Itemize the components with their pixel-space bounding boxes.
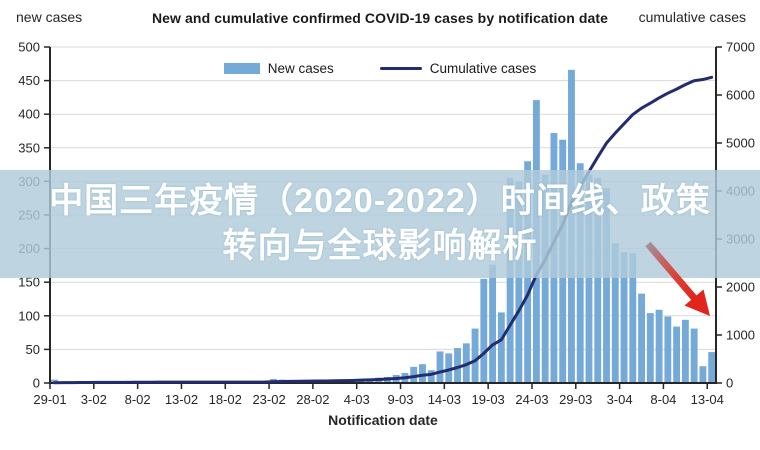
bar-day-73 [690,328,698,383]
bar-day-44 [436,351,444,383]
x-tick-14-03: 14-03 [428,392,461,407]
legend-label-cumulative-cases: Cumulative cases [429,61,537,76]
legend-item-cumulative-cases: Cumulative cases [379,61,537,76]
bar-day-69 [655,309,663,383]
x-tick-29-01: 29-01 [33,392,66,407]
x-tick-13-02: 13-02 [165,392,198,407]
legend-item-new-cases: New cases [223,61,334,76]
bar-day-46 [454,348,461,383]
x-tick-19-03: 19-03 [472,392,505,407]
right-axis-corner-label: cumulative cases [638,9,746,25]
bar-day-51 [497,312,505,383]
right-tick-7000: 7000 [726,40,755,55]
right-tick-6000: 6000 [726,88,755,103]
red-arrow-head [684,289,710,316]
legend: New cases Cumulative cases [0,61,760,76]
left-tick-450: 450 [18,73,40,88]
bar-day-62 [594,178,602,383]
left-axis-corner-label: new cases [16,9,83,25]
x-tick-3-04: 3-04 [607,392,633,407]
bar-day-53 [515,181,523,383]
bar-day-45 [445,353,453,383]
x-tick-28-02: 28-02 [296,392,329,407]
cumulative-cases-line-swatch-icon [379,66,422,71]
left-tick-100: 100 [18,308,40,323]
bar-day-52 [506,178,514,383]
bar-day-41 [410,366,418,383]
bar-day-48 [471,328,479,383]
bar-day-65 [620,251,628,383]
right-tick-0: 0 [726,376,733,391]
new-cases-swatch-icon [223,63,260,74]
left-tick-150: 150 [18,275,40,290]
x-tick-8-04: 8-04 [650,392,676,407]
bar-day-42 [419,364,426,383]
x-tick-4-03: 4-03 [344,392,370,407]
bar-day-70 [664,316,672,383]
bar-day-71 [673,326,681,383]
x-tick-3-02: 3-02 [81,392,107,407]
x-tick-9-03: 9-03 [388,392,414,407]
x-tick-23-02: 23-02 [252,392,285,407]
axis-tick-labels: 0501001502002503003504004505000100020003… [18,40,755,408]
bar-day-50 [489,264,497,383]
x-tick-18-02: 18-02 [209,392,242,407]
chart-title: New and cumulative confirmed COVID-19 ca… [151,10,609,26]
x-tick-29-03: 29-03 [559,392,592,407]
right-tick-2000: 2000 [726,280,755,295]
bar-day-74 [699,366,707,383]
right-tick-5000: 5000 [726,136,755,151]
x-axis-title: Notification date [328,412,438,428]
x-tick-24-03: 24-03 [515,392,548,407]
x-tick-13-04: 13-04 [691,392,724,407]
bar-day-49 [480,278,488,383]
left-tick-400: 400 [18,107,40,122]
legend-label-new-cases: New cases [267,61,334,76]
cumulative-cases-line [52,75,714,385]
red-arrow-shaft [645,241,698,302]
left-tick-50: 50 [26,342,40,357]
bar-day-67 [638,293,645,383]
left-tick-0: 0 [33,376,40,391]
right-tick-1000: 1000 [726,328,755,343]
banner-line-2: 转向与全球影响解析 [222,227,538,265]
bar-day-61 [585,174,593,383]
x-tick-8-02: 8-02 [125,392,151,407]
overlay-banner: 中国三年疫情（2020-2022）时间线、政策 转向与全球影响解析 [0,170,760,278]
red-arrow-annotation [645,241,710,316]
left-tick-500: 500 [18,40,40,55]
bar-day-43 [427,370,435,383]
bar-day-66 [629,253,637,383]
bar-day-63 [603,188,610,383]
banner-line-1: 中国三年疫情（2020-2022）时间线、政策 [49,182,711,220]
bar-day-75 [708,352,716,383]
bar-day-64 [611,243,619,383]
bar-day-56 [541,174,549,383]
left-tick-350: 350 [18,140,40,155]
bar-day-68 [646,313,654,383]
bar-day-72 [681,319,689,383]
